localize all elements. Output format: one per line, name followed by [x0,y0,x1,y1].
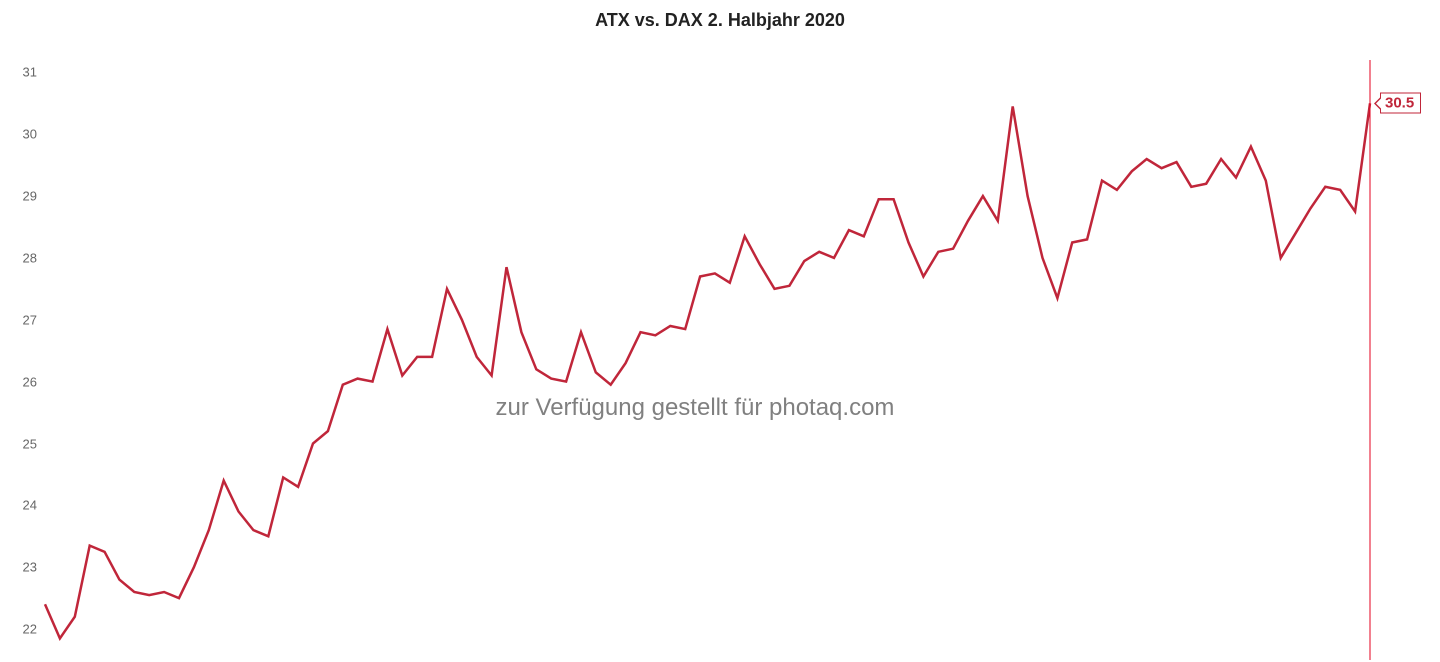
end-value-badge: 30.5 [1380,93,1421,114]
line-chart-plot [0,0,1440,662]
